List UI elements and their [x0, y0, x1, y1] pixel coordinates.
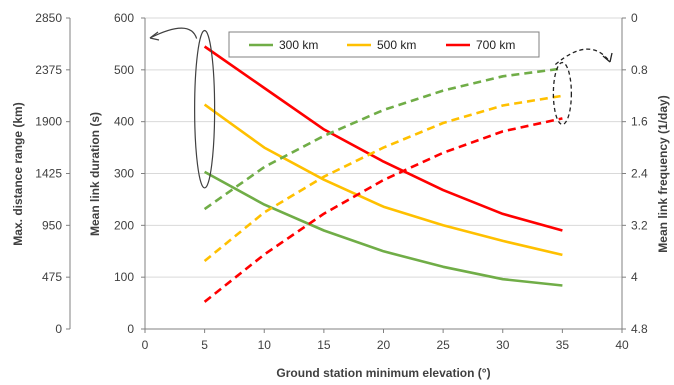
x-tick-label: 40: [615, 338, 629, 352]
mid-tick-label: 400: [114, 115, 134, 129]
left-group-ellipse: [194, 29, 216, 189]
x-tick-label: 35: [556, 338, 570, 352]
right-axis-title: Mean link frequency (1/day): [656, 95, 670, 252]
left-tick-label: 2375: [35, 63, 62, 77]
x-tick-label: 15: [317, 338, 331, 352]
annotations: [149, 27, 613, 189]
legend-box: [228, 31, 540, 58]
left-axis-title: Max. distance range (km): [11, 102, 25, 245]
mid-tick-label: 200: [114, 218, 134, 232]
axes: [66, 17, 626, 333]
tick-labels: 0475950142519002375285001002003004005006…: [35, 11, 648, 352]
mid-tick-label: 0: [127, 322, 134, 336]
right-tick-label: 0.8: [631, 63, 648, 77]
series-line-300-km-dashed: [203, 67, 563, 211]
mid-tick-label: 500: [114, 63, 134, 77]
mid-tick-label: 300: [114, 167, 134, 181]
axis-titles: Max. distance range (km) Mean link durati…: [11, 95, 670, 380]
mid-tick-label: 600: [114, 11, 134, 25]
legend-label: 300 km: [279, 38, 318, 52]
left-tick-label: 950: [42, 218, 62, 232]
left-tick-label: 0: [55, 322, 62, 336]
left-tick-label: 2850: [35, 11, 62, 25]
left-arrowhead: [149, 31, 160, 41]
x-tick-label: 25: [436, 338, 450, 352]
grid: [145, 17, 622, 278]
left-pointer-arrow: [149, 27, 198, 39]
x-tick-label: 5: [201, 338, 208, 352]
left-tick-label: 475: [42, 270, 62, 284]
right-tick-label: 1.6: [631, 115, 648, 129]
x-tick-label: 10: [258, 338, 272, 352]
series-line-500-km-dashed: [203, 94, 563, 263]
legend-label: 700 km: [476, 38, 515, 52]
x-tick-label: 30: [496, 338, 510, 352]
right-tick-label: 0: [631, 11, 638, 25]
left-tick-label: 1900: [35, 115, 62, 129]
legend-label: 500 km: [377, 38, 416, 52]
right-tick-label: 4.8: [631, 322, 648, 336]
x-axis-title: Ground station minimum elevation (°): [276, 366, 490, 380]
legend: 300 km 500 km 700 km: [228, 31, 540, 58]
right-tick-label: 3.2: [631, 218, 648, 232]
series-line-500-km-solid: [203, 103, 563, 257]
series-line-300-km-solid: [203, 170, 563, 287]
series-line-700-km-dashed: [203, 117, 563, 303]
x-tick-label: 0: [142, 338, 149, 352]
mid-axis-title: Mean link duration (s): [88, 112, 102, 236]
mid-tick-label: 100: [114, 270, 134, 284]
right-group-ellipse: [552, 61, 573, 126]
right-pointer-arrow: [554, 48, 611, 66]
right-tick-label: 2.4: [631, 167, 648, 181]
series-line-700-km-solid: [203, 45, 563, 232]
right-tick-label: 4: [631, 270, 638, 284]
x-tick-label: 20: [377, 338, 391, 352]
left-tick-label: 1425: [35, 167, 62, 181]
right-arrowhead: [602, 52, 613, 63]
series-lines: [203, 45, 563, 303]
